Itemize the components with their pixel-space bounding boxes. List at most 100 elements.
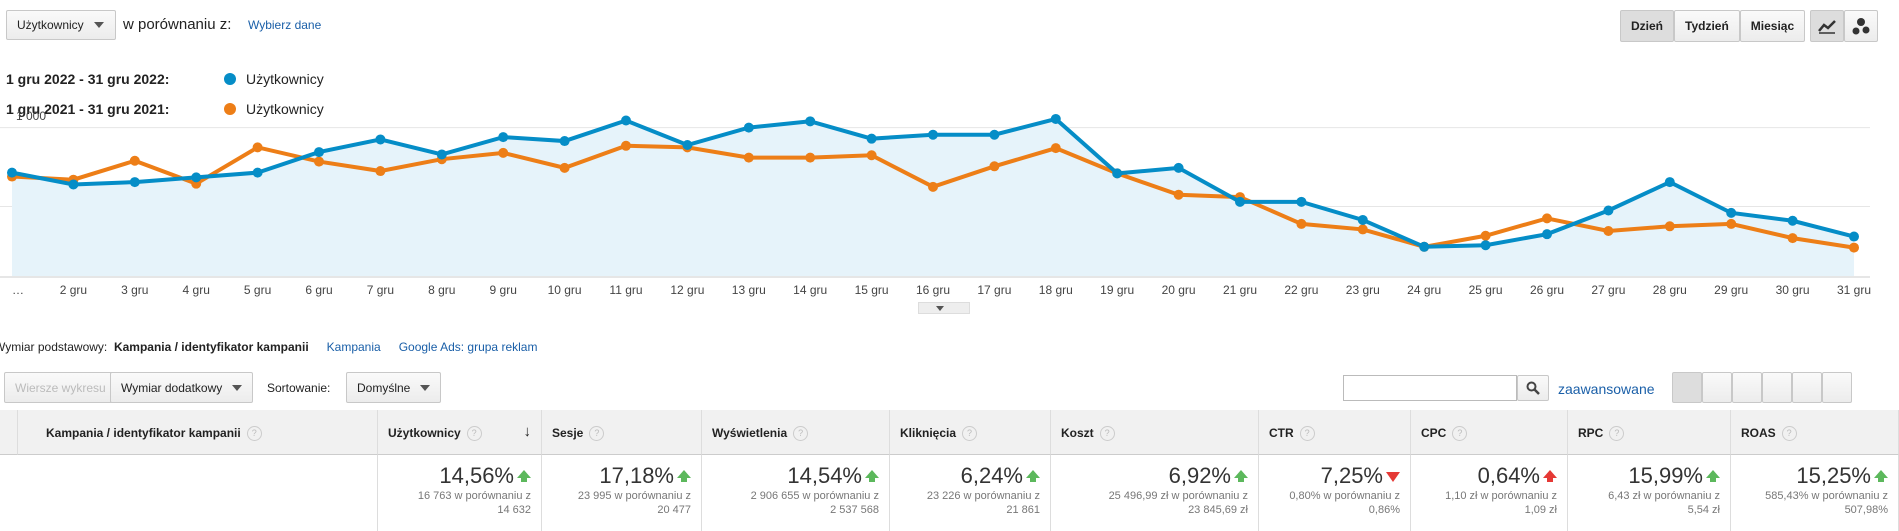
search-button[interactable]	[1517, 375, 1549, 401]
point	[559, 136, 570, 147]
total-change: 15,25%	[1796, 463, 1871, 488]
view-button[interactable]	[1822, 372, 1852, 403]
dimension-option-active[interactable]: Kampania / identyfikator kampanii	[113, 340, 309, 354]
point	[1173, 189, 1184, 200]
total-compare: 14 632	[497, 504, 531, 516]
trend-arrow	[1234, 470, 1248, 482]
total-compare: 0,80% w porównaniu z	[1289, 490, 1400, 502]
advanced-link[interactable]: zaawansowane	[1558, 381, 1655, 397]
column-header-text: ROAS	[1741, 426, 1776, 440]
point	[314, 147, 324, 158]
dimension-option[interactable]: Kampania	[326, 340, 381, 354]
motion-chart-button[interactable]	[1844, 10, 1878, 42]
metric-dropdown[interactable]: Użytkownicy	[6, 10, 116, 40]
trend-arrow-shape	[677, 470, 691, 482]
trend-arrow-shape	[517, 470, 531, 482]
point	[1542, 213, 1552, 224]
column-header[interactable]: Sesje?	[542, 410, 702, 455]
x-tick-label: 14 gru	[793, 283, 827, 297]
total-change-row: 6,24%	[890, 463, 1040, 489]
x-tick-label: 25 gru	[1469, 283, 1503, 297]
total-compare: 2 906 655 w porównaniu z	[750, 490, 879, 502]
view-button[interactable]	[1762, 372, 1792, 403]
compare-label: w porównaniu z:	[123, 16, 232, 33]
total-change: 6,92%	[1168, 463, 1231, 488]
point	[621, 115, 631, 126]
column-header[interactable]: Kampania / identyfikator kampanii?	[18, 410, 378, 455]
trend-arrow	[1543, 470, 1557, 482]
trend-arrow	[1386, 472, 1400, 482]
x-tick-label: 5 gru	[244, 283, 271, 297]
trend-arrow	[1706, 470, 1720, 482]
point	[621, 140, 631, 151]
help-icon: ?	[246, 426, 262, 442]
point	[1787, 233, 1798, 244]
trend-arrow-shape	[1706, 470, 1720, 482]
point	[1112, 168, 1123, 179]
column-header[interactable]: Wyświetlenia?	[702, 410, 890, 455]
view-button[interactable]	[1702, 372, 1732, 403]
sort-label: Sortowanie:	[267, 381, 331, 395]
sort-arrow: ↓	[523, 423, 532, 440]
column-header-text: CPC	[1421, 426, 1447, 440]
column-header[interactable]: Kliknięcia?	[890, 410, 1051, 455]
legend-item: 1 gru 2021 - 31 gru 2021: Użytkownicy	[6, 94, 324, 124]
x-tick-label: …	[12, 283, 24, 297]
legend-period: 1 gru 2022 - 31 gru 2022:	[6, 71, 170, 87]
help-icon: ?	[793, 426, 809, 442]
column-header[interactable]: CPC?	[1411, 410, 1568, 455]
point	[1603, 205, 1614, 216]
column-header-text: Kampania / identyfikator kampanii	[46, 426, 241, 440]
y-tick-label: 1 000	[16, 109, 46, 123]
column-header[interactable]: Koszt?	[1051, 410, 1259, 455]
view-button[interactable]	[1732, 372, 1762, 403]
point	[989, 129, 1000, 140]
point	[1849, 242, 1859, 253]
total-compare: 5,54 zł	[1687, 504, 1720, 516]
total-compare: 0,86%	[1368, 504, 1400, 516]
total-change: 0,64%	[1477, 463, 1540, 488]
caret	[232, 384, 243, 391]
total-change-row: 6,92%	[1051, 463, 1248, 489]
total-change: 7,25%	[1320, 463, 1383, 488]
collapse-handle[interactable]	[918, 302, 970, 314]
period-button[interactable]: Dzień	[1620, 10, 1675, 42]
total-cell: 14,54% 2 906 655 w porównaniu z 2 537 568	[702, 455, 890, 531]
period-button[interactable]: Tydzień	[1674, 10, 1740, 42]
period-button[interactable]: Miesiąc	[1739, 10, 1806, 42]
sort-dropdown[interactable]: Domyślne	[346, 372, 442, 403]
plot-rows-button[interactable]: Wiersze wykresu	[4, 372, 117, 403]
column-header-text: Użytkownicy	[388, 426, 461, 440]
point	[559, 162, 570, 173]
total-change-row: 17,18%	[542, 463, 691, 489]
secondary-dimension-dropdown[interactable]: Wymiar dodatkowy	[110, 372, 254, 403]
column-header[interactable]: Użytkownicy? ↓	[378, 410, 542, 455]
total-compare: 25 496,99 zł w porównaniu z	[1108, 490, 1248, 502]
select-data-link[interactable]: Wybierz dane	[248, 18, 322, 32]
trend-arrow	[865, 470, 879, 482]
line-icon	[1818, 20, 1836, 34]
help-icon: ?	[466, 426, 482, 442]
point	[1726, 218, 1737, 229]
column-header[interactable]: RPC?	[1568, 410, 1731, 455]
point	[1296, 196, 1307, 207]
header-checkbox-cell	[0, 410, 18, 455]
sort-value: Domyślne	[357, 380, 411, 395]
x-tick-label: 22 gru	[1284, 283, 1318, 297]
line-chart-button[interactable]	[1810, 10, 1844, 42]
trend-arrow-shape	[1543, 470, 1557, 482]
trend-arrow	[677, 470, 691, 482]
point	[1357, 214, 1368, 225]
column-header[interactable]: CTR?	[1259, 410, 1411, 455]
total-cell: 15,99% 6,43 zł w porównaniu z 5,54 zł	[1568, 455, 1731, 531]
dimension-option[interactable]: Google Ads: grupa reklam	[398, 340, 538, 354]
point	[743, 152, 754, 163]
search-input[interactable]	[1343, 375, 1517, 401]
total-cell: 0,64% 1,10 zł w porównaniu z 1,09 zł	[1411, 455, 1568, 531]
column-header[interactable]: ROAS?	[1731, 410, 1899, 455]
view-button[interactable]	[1792, 372, 1822, 403]
view-button[interactable]	[1672, 372, 1702, 403]
point	[129, 177, 140, 188]
total-compare: 507,98%	[1844, 504, 1888, 516]
